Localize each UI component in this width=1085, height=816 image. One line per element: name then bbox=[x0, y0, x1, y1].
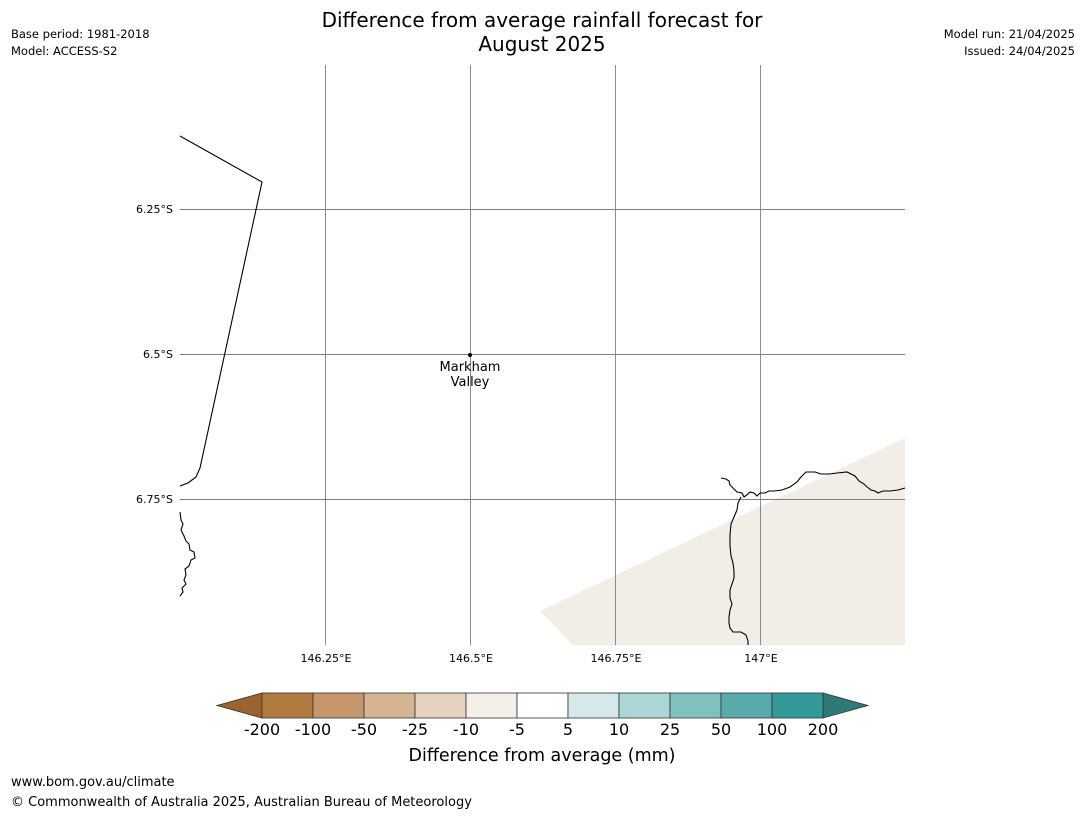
coastline-east bbox=[720, 471, 906, 498]
website-link[interactable]: www.bom.gov.au/climate bbox=[11, 775, 175, 790]
colorbar-tick: -100 bbox=[294, 720, 332, 739]
coastline-west-fragment bbox=[179, 511, 196, 597]
lon-label-146-75: 146.75°E bbox=[590, 652, 642, 665]
lon-label-146-25: 146.25°E bbox=[300, 652, 352, 665]
model-text: Model: ACCESS-S2 bbox=[11, 44, 118, 58]
colorbar-tick: -50 bbox=[350, 720, 378, 739]
rainfall-shading-region bbox=[540, 438, 905, 645]
colorbar-tick: -10 bbox=[452, 720, 480, 739]
colorbar-tick: 50 bbox=[710, 720, 732, 739]
base-period-info: Base period: 1981-2018 Model: ACCESS-S2 bbox=[11, 26, 150, 60]
colorbar-tick: 10 bbox=[608, 720, 630, 739]
colorbar-segment bbox=[669, 692, 722, 719]
colorbar-segment bbox=[618, 692, 671, 719]
colorbar-label: Difference from average (mm) bbox=[408, 746, 676, 766]
colorbar-extend-low bbox=[215, 692, 263, 719]
lat-label-6-25: 6.25°S bbox=[136, 203, 173, 216]
colorbar-segment bbox=[771, 692, 824, 719]
colorbar-extend-high bbox=[822, 692, 870, 719]
base-period-text: Base period: 1981-2018 bbox=[11, 27, 150, 41]
colorbar-tick: -25 bbox=[401, 720, 429, 739]
colorbar-segment bbox=[363, 692, 416, 719]
colorbar-segment bbox=[414, 692, 467, 719]
title-line-1: Difference from average rainfall forecas… bbox=[321, 8, 763, 32]
model-run-text: Model run: 21/04/2025 bbox=[943, 27, 1075, 41]
markham-valley-marker bbox=[468, 353, 472, 357]
coastline-east-peninsula bbox=[728, 496, 749, 645]
lat-label-6-75: 6.75°S bbox=[136, 493, 173, 506]
lat-gridlines bbox=[180, 209, 905, 500]
colorbar-segment bbox=[312, 692, 365, 719]
colorbar-tick: 5 bbox=[562, 720, 574, 739]
colorbar-tick: 25 bbox=[659, 720, 681, 739]
border-line-west bbox=[179, 135, 263, 487]
colorbar-segment bbox=[516, 692, 569, 719]
title-line-2: August 2025 bbox=[478, 32, 606, 56]
issued-text: Issued: 24/04/2025 bbox=[964, 44, 1075, 58]
colorbar-tick: -200 bbox=[243, 720, 281, 739]
colorbar-tick: 100 bbox=[756, 720, 788, 739]
lon-gridlines bbox=[325, 65, 761, 645]
colorbar-tick: -5 bbox=[509, 720, 525, 739]
lon-label-146-5: 146.5°E bbox=[449, 652, 493, 665]
colorbar-segment bbox=[261, 692, 314, 719]
place-label-line-2: Valley bbox=[450, 375, 490, 390]
colorbar-segment bbox=[465, 692, 518, 719]
model-run-info: Model run: 21/04/2025 Issued: 24/04/2025 bbox=[944, 26, 1075, 60]
colorbar-segments bbox=[215, 692, 870, 719]
colorbar-tick: 200 bbox=[807, 720, 839, 739]
lon-label-147: 147°E bbox=[744, 652, 778, 665]
chart-title: Difference from average rainfall forecas… bbox=[242, 8, 842, 56]
place-label-line-1: Markham bbox=[439, 360, 501, 375]
copyright-text: © Commonwealth of Australia 2025, Austra… bbox=[11, 795, 472, 810]
colorbar-segment bbox=[567, 692, 620, 719]
place-label-markham-valley: Markham Valley bbox=[420, 360, 520, 390]
lat-label-6-5: 6.5°S bbox=[143, 348, 173, 361]
colorbar-segment bbox=[720, 692, 773, 719]
